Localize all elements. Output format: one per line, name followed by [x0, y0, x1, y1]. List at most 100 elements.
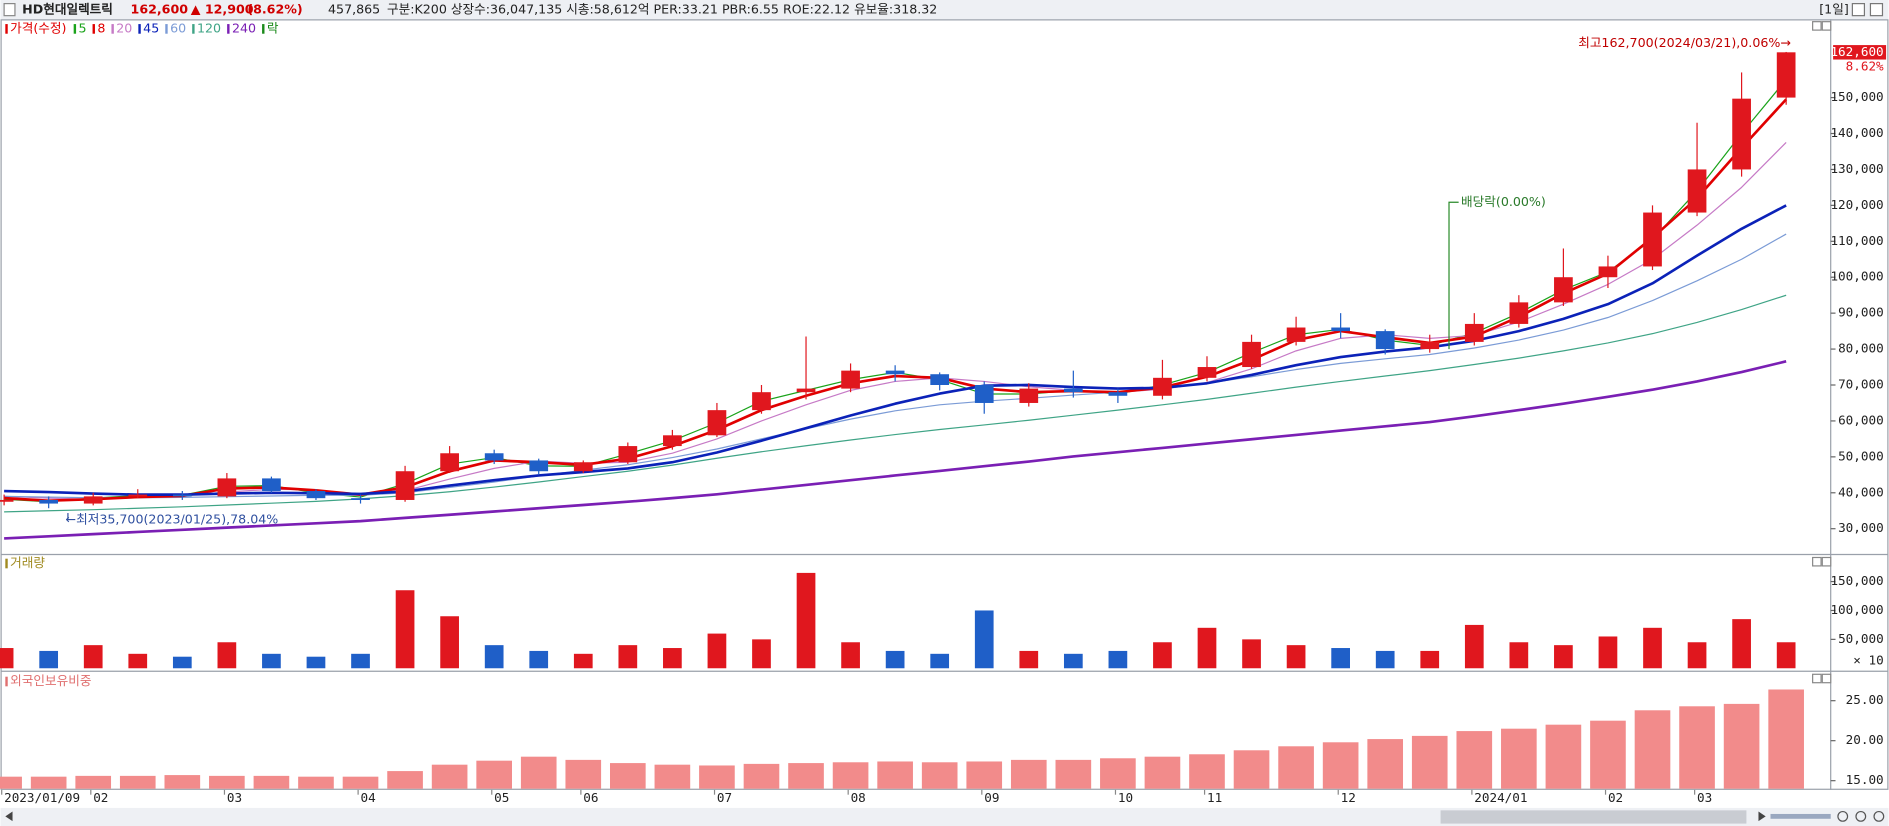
- candle-body: [262, 478, 281, 491]
- x-tick-label: 03: [227, 790, 242, 805]
- dividend-marker: [1448, 201, 1459, 350]
- bar: [565, 759, 602, 789]
- last-price-box: [1833, 45, 1887, 60]
- legend-marker: [165, 24, 168, 34]
- bar: [1242, 639, 1261, 669]
- legend-marker: [92, 24, 95, 34]
- panel-button[interactable]: [1812, 673, 1822, 684]
- panel-button[interactable]: [1812, 556, 1822, 567]
- candle-body: [1331, 327, 1350, 332]
- stock-name: HD현대일렉트릭: [22, 2, 113, 17]
- bar: [342, 776, 379, 789]
- y-tick-label: 110,000: [1830, 233, 1883, 248]
- bar: [476, 760, 512, 789]
- bar: [1420, 650, 1440, 669]
- bar: [1063, 653, 1083, 669]
- ma-line: [4, 294, 1787, 513]
- high-annotation: 최고162,700(2024/03/21),0.06%→: [1578, 35, 1791, 50]
- ma-line: [4, 79, 1787, 503]
- candle-body: [172, 494, 192, 497]
- panel-title: 거래량: [10, 555, 45, 570]
- bar: [1687, 642, 1707, 669]
- bar: [1108, 650, 1128, 669]
- bar: [743, 763, 780, 789]
- low-annotation: ←최저35,700(2023/01/25),78.04%: [66, 512, 279, 527]
- x-tick-label: 06: [583, 790, 598, 805]
- x-tick-label: 2024/01: [1474, 790, 1527, 805]
- y-tick-label: 150,000: [1830, 573, 1883, 588]
- scroll-left[interactable]: [5, 811, 13, 822]
- y-tick-label: 120,000: [1830, 197, 1883, 212]
- legend-label: 20: [116, 20, 132, 35]
- bar: [119, 775, 156, 789]
- bar: [663, 648, 682, 669]
- candle-body: [885, 370, 905, 375]
- x-tick-label: 02: [93, 790, 108, 805]
- zoom-button[interactable]: [1837, 810, 1849, 822]
- bar: [1153, 642, 1172, 669]
- bar: [387, 771, 423, 789]
- bar: [618, 645, 638, 669]
- bar: [164, 775, 201, 789]
- restore-button[interactable]: [1851, 3, 1866, 17]
- panel-button[interactable]: [1821, 673, 1832, 684]
- y-tick-label: 100,000: [1830, 269, 1883, 284]
- bar: [1776, 642, 1796, 669]
- bar: [395, 590, 415, 669]
- bar: [39, 650, 59, 669]
- bar: [654, 764, 691, 789]
- legend-label: 락: [267, 20, 279, 35]
- period[interactable]: [1일]: [1819, 2, 1849, 17]
- price-change-pct: (8.62%): [247, 2, 302, 17]
- panel-button[interactable]: [1812, 21, 1822, 31]
- bar: [306, 656, 326, 669]
- close-button[interactable]: [1869, 3, 1884, 17]
- candle-body: [1063, 388, 1083, 393]
- x-tick-label: 04: [361, 790, 376, 805]
- bar: [1322, 742, 1359, 789]
- legend-label: 8: [97, 20, 105, 35]
- stock-price: 162,600: [131, 2, 189, 17]
- bar: [921, 762, 958, 789]
- bar: [298, 776, 334, 789]
- bar: [1679, 706, 1715, 789]
- panel-button[interactable]: [1821, 21, 1832, 31]
- candle-body: [395, 471, 415, 500]
- bar: [930, 653, 950, 669]
- candle-body: [796, 388, 816, 393]
- zoom-button[interactable]: [1873, 810, 1885, 822]
- legend-marker: [5, 676, 8, 687]
- candle-body: [217, 478, 237, 497]
- bar: [1286, 645, 1306, 669]
- header-bar: [0, 0, 1889, 20]
- candle-body: [1153, 377, 1172, 396]
- candle-body: [663, 435, 682, 447]
- bar: [1598, 636, 1618, 669]
- candle-body: [1687, 169, 1707, 213]
- zoom-button[interactable]: [1855, 810, 1867, 822]
- y-tick-label: 150,000: [1830, 89, 1883, 104]
- panel-button[interactable]: [1821, 556, 1832, 567]
- bar: [1331, 648, 1350, 669]
- candle-body: [0, 499, 14, 502]
- y-tick-label: 50,000: [1838, 448, 1884, 463]
- legend-marker: [5, 558, 8, 569]
- y-tick-label: 90,000: [1838, 305, 1884, 320]
- menu-button[interactable]: [3, 3, 16, 17]
- candle-body: [1286, 327, 1306, 342]
- bar: [1501, 728, 1537, 789]
- legend-label: 120: [197, 20, 221, 35]
- y-tick-label: 15.00: [1846, 772, 1884, 787]
- y-tick-label: 25.00: [1846, 692, 1884, 707]
- x-tick-label: 2023/01/09: [4, 790, 80, 805]
- bar: [966, 761, 1003, 789]
- y-tick-label: 100,000: [1830, 602, 1883, 617]
- stock-info: 구분:K200 상장수:36,047,135 시총:58,612억 PER:33…: [387, 2, 937, 17]
- chart-frame: [0, 19, 1889, 790]
- scroll-thumb[interactable]: [1440, 810, 1747, 824]
- zoom-slider[interactable]: [1770, 813, 1831, 819]
- y-tick-label: 130,000: [1830, 161, 1883, 176]
- bar: [30, 776, 67, 789]
- legend-marker: [262, 24, 265, 34]
- scroll-right[interactable]: [1758, 811, 1766, 822]
